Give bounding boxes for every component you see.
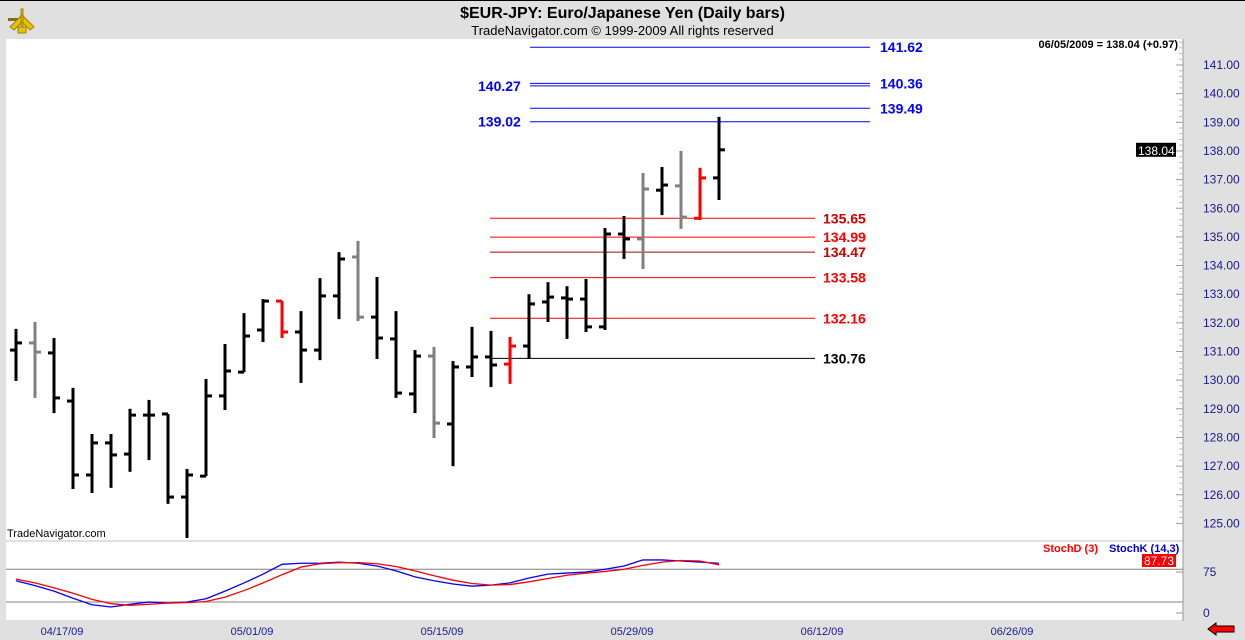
y-tick-label: 126.00 <box>1203 488 1240 502</box>
y-tick-label: 127.00 <box>1203 459 1240 473</box>
level-label: 134.47 <box>823 244 866 260</box>
copyright: TradeNavigator.com © 1999-2009 All right… <box>471 23 774 38</box>
level-label: 130.76 <box>823 350 866 366</box>
y-tick-label: 140.00 <box>1203 87 1240 101</box>
stochk-line <box>15 559 720 608</box>
stoch-tick-label: 0 <box>1203 606 1210 620</box>
y-tick-label: 135.00 <box>1203 230 1240 244</box>
x-tick-label: 06/26/09 <box>991 626 1034 638</box>
x-tick-label: 05/15/09 <box>421 626 464 638</box>
level-label: 133.58 <box>823 270 866 286</box>
level-label: 132.16 <box>823 310 866 326</box>
price-panel <box>6 39 1183 540</box>
watermark: TradeNavigator.com <box>7 528 106 540</box>
x-tick-label: 05/01/09 <box>231 626 274 638</box>
level-label: 139.49 <box>880 100 923 116</box>
x-tick-label: 05/29/09 <box>611 626 654 638</box>
y-tick-label: 139.00 <box>1203 115 1240 129</box>
y-tick-label: 129.00 <box>1203 402 1240 416</box>
y-tick-label: 130.00 <box>1203 373 1240 387</box>
stoch-last-label: 87.73 <box>1144 554 1174 568</box>
scroll-left-arrow-icon[interactable] <box>1207 622 1235 636</box>
chart-title: $EUR-JPY: Euro/Japanese Yen (Daily bars) <box>460 5 785 22</box>
y-tick-label: 134.00 <box>1203 259 1240 273</box>
y-tick-label: 141.00 <box>1203 58 1240 72</box>
y-tick-label: 136.00 <box>1203 201 1240 215</box>
last-bar-info: 06/05/2009 = 138.04 (+0.97) <box>1039 39 1179 51</box>
y-tick-label: 125.00 <box>1203 516 1240 530</box>
y-tick-label: 138.00 <box>1203 144 1240 158</box>
x-tick-label: 04/17/09 <box>41 626 84 638</box>
y-tick-label: 133.00 <box>1203 287 1240 301</box>
sextant-logo-icon <box>8 8 35 34</box>
y-tick-label: 128.00 <box>1203 430 1240 444</box>
y-tick-label: 132.00 <box>1203 316 1240 330</box>
stoch-last-box <box>1142 554 1176 567</box>
stochd-line <box>15 559 720 606</box>
level-label: 141.62 <box>880 39 923 55</box>
stoch-panel <box>6 542 1183 620</box>
legend-stochk: StochK (14,3) <box>1109 543 1180 555</box>
level-label: 140.27 <box>478 78 521 94</box>
stoch-tick-label: 75 <box>1203 565 1217 579</box>
level-label: 140.36 <box>880 75 923 91</box>
x-tick-label: 06/12/09 <box>801 626 844 638</box>
y-tick-label: 131.00 <box>1203 345 1240 359</box>
level-label: 135.65 <box>823 210 866 226</box>
level-label: 139.02 <box>478 114 521 130</box>
legend-stochd: StochD (3) <box>1043 543 1098 555</box>
last-price-box <box>1136 142 1176 157</box>
last-price-label: 138.04 <box>1138 144 1175 158</box>
y-tick-label: 137.00 <box>1203 173 1240 187</box>
level-label: 134.99 <box>823 229 866 245</box>
